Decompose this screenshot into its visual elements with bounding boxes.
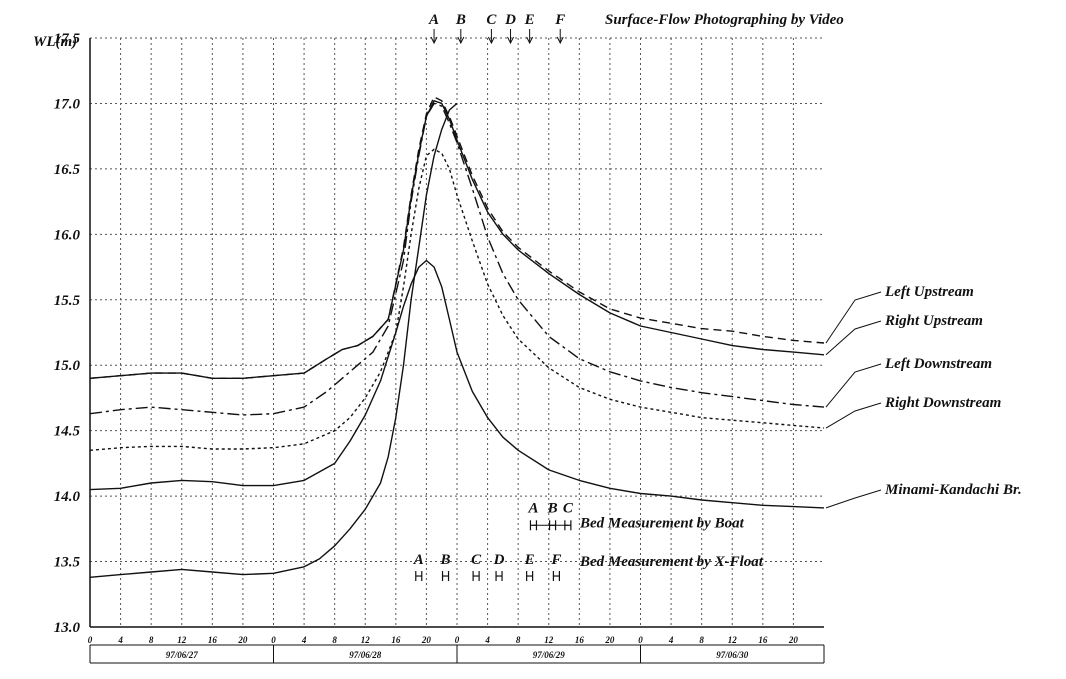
x-tick-label: 20 (421, 635, 432, 645)
surface-flow-mark: B (455, 12, 466, 28)
bed-xfloat-mark: F (550, 552, 561, 568)
date-label: 97/06/29 (533, 650, 566, 660)
bed-xfloat-mark: C (471, 552, 482, 568)
legend-leader (825, 291, 882, 344)
bed-xfloat-mark: D (493, 552, 505, 568)
bed-boat-mark: B (547, 500, 558, 516)
legend-leader (825, 402, 882, 429)
legend-leader (825, 363, 882, 408)
surface-flow-mark: C (486, 12, 497, 28)
surface-flow-mark: E (524, 12, 535, 28)
y-axis: 17.5 17.0 16.5 16.0 15.5 15.0 14.5 14.0 13.5 13.0 (54, 31, 81, 636)
y-tick-label: 14.0 (54, 489, 81, 505)
series-line-2 (89, 102, 825, 416)
series-lines (89, 96, 825, 578)
x-tick-label: 0 (455, 635, 460, 645)
grid (89, 37, 824, 628)
bed-xfloat-title: Bed Measurement by X-Float (579, 554, 764, 570)
y-tick-label: 16.5 (54, 162, 81, 178)
surface-flow-arrowhead (457, 36, 465, 45)
legend-leader (825, 489, 882, 509)
series-line-3 (89, 148, 825, 451)
series-line-1 (89, 100, 825, 379)
bed-boat-title: Bed Measurement by Boat (579, 515, 745, 531)
x-tick-label: 4 (668, 635, 674, 645)
y-tick-label: 15.5 (54, 293, 81, 309)
surface-flow-arrowhead (556, 36, 564, 45)
bed-boat-mark: C (563, 500, 574, 516)
surface-flow-arrowhead (526, 36, 534, 45)
legend-label: Right Upstream (884, 313, 983, 329)
x-tick-label: 12 (177, 635, 187, 645)
legend-label: Right Downstream (884, 395, 1001, 411)
x-tick-label: 4 (301, 635, 307, 645)
surface-flow-mark: A (428, 12, 439, 28)
x-tick-label: 16 (575, 635, 585, 645)
x-tick-label: 4 (117, 635, 123, 645)
x-tick-label: 12 (544, 635, 554, 645)
surface-flow-arrowhead (507, 36, 514, 45)
legend-leader (825, 320, 882, 356)
surface-flow-arrowhead (487, 36, 495, 45)
date-label: 97/06/30 (716, 650, 749, 660)
series-line-5 (89, 102, 458, 578)
x-tick-label: 20 (237, 635, 248, 645)
bed-xfloat-mark: A (413, 552, 424, 568)
x-tick-label: 8 (699, 635, 704, 645)
x-tick-label: 0 (88, 635, 93, 645)
x-axis: 0 4 8 12 16 20 0 4 8 12 16 20 0 4 8 12 16 20 0 4 8 12 16 20 (88, 635, 799, 645)
x-tick-label: 4 (484, 635, 490, 645)
x-tick-label: 20 (604, 635, 615, 645)
legend-label: Left Upstream (884, 284, 974, 300)
legend-label: Left Downstream (884, 356, 992, 372)
x-tick-label: 12 (728, 635, 738, 645)
surface-flow-mark: F (554, 12, 565, 28)
x-tick-label: 16 (391, 635, 401, 645)
surface-flow-title: Surface-Flow Photographing by Video (605, 12, 844, 28)
x-tick-label: 0 (271, 635, 276, 645)
x-tick-label: 16 (758, 635, 768, 645)
surface-flow-arrowhead (430, 36, 438, 45)
x-tick-label: 20 (788, 635, 799, 645)
bed-xfloat-mark: E (524, 552, 535, 568)
y-tick-label: 17.0 (54, 96, 81, 112)
y-tick-label: 13.0 (54, 620, 81, 636)
x-tick-label: 0 (638, 635, 643, 645)
y-tick-label: 17.5 (54, 31, 81, 47)
legend-label: Minami-Kandachi Br. (884, 482, 1022, 498)
bed-boat-mark: A (527, 500, 538, 516)
date-label: 97/06/27 (166, 650, 199, 660)
date-boxes: 97/06/27 97/06/28 97/06/29 97/06/30 (89, 644, 825, 664)
x-tick-label: 16 (208, 635, 218, 645)
series-line-4 (89, 259, 825, 509)
plot-frame (89, 38, 824, 628)
y-tick-label: 15.0 (54, 358, 81, 374)
date-label: 97/06/28 (349, 650, 382, 660)
y-tick-label: 13.5 (54, 555, 81, 571)
surface-flow-mark: D (504, 12, 516, 28)
bed-xfloat-mark: B (440, 552, 451, 568)
x-tick-label: 8 (149, 635, 154, 645)
x-tick-label: 8 (332, 635, 337, 645)
y-tick-label: 14.5 (54, 424, 81, 440)
y-axis-label: WL(m) (33, 34, 77, 50)
y-tick-label: 16.0 (54, 227, 81, 243)
x-tick-label: 12 (361, 635, 371, 645)
x-tick-label: 8 (516, 635, 521, 645)
legend: Left Upstream Right Upstream Left Downstre… (825, 284, 1022, 509)
